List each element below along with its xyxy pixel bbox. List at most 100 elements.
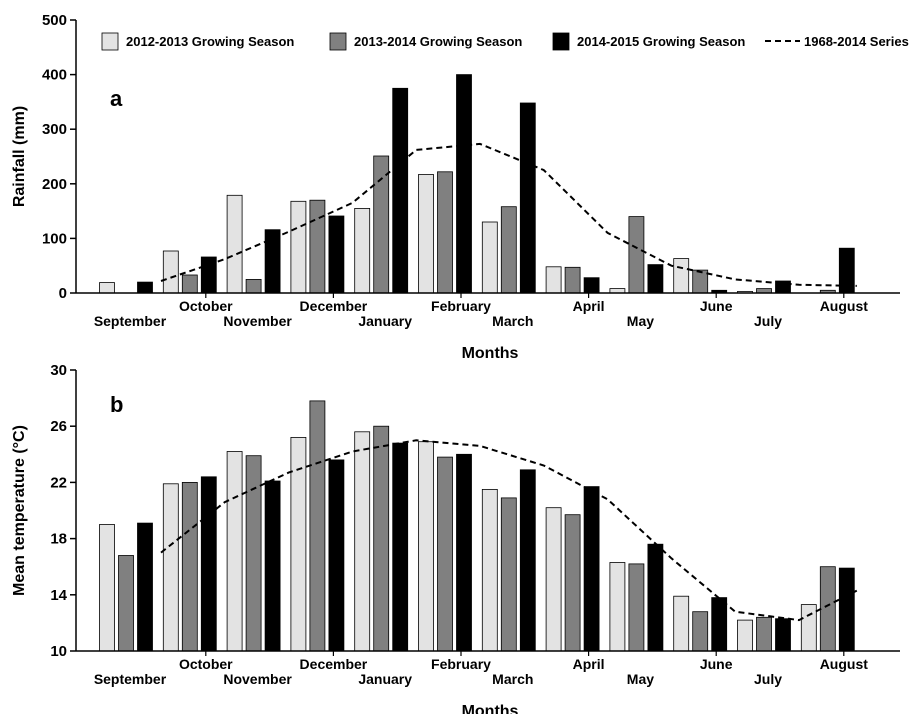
- bar-p1-s2-c1: [200, 476, 217, 652]
- bar-p0-s2-c1: [200, 256, 217, 294]
- y-tick-label-p1-3: 22: [50, 474, 67, 491]
- legend-swatch-0: [101, 32, 119, 51]
- bar-p1-s1-c3: [309, 400, 326, 652]
- bar-p1-s0-c0: [99, 524, 115, 652]
- bar-p0-s1-c3: [309, 199, 326, 294]
- bar-p1-s2-c5: [456, 453, 472, 652]
- bar-p0-s0-c0: [99, 282, 115, 294]
- month-label-p1-6: March: [492, 671, 533, 687]
- bar-p0-s2-c5: [456, 74, 472, 294]
- bar-p1-s1-c1: [181, 481, 198, 652]
- bar-p1-s2-c3: [328, 459, 345, 652]
- series-line-p0: [160, 142, 857, 287]
- bar-p1-s2-c2: [264, 480, 281, 652]
- bar-p0-s0-c9: [673, 258, 690, 294]
- bar-p1-s1-c4: [373, 425, 390, 652]
- bar-p1-s0-c6: [481, 488, 498, 652]
- bar-p1-s2-c4: [392, 442, 409, 652]
- month-label-p1-10: July: [754, 671, 782, 687]
- month-label-p0-0: September: [94, 313, 167, 329]
- bar-p1-s0-c5: [418, 441, 434, 652]
- bar-p1-s1-c0: [118, 555, 134, 652]
- bar-p1-s0-c8: [609, 562, 626, 652]
- panel-label-p0: a: [110, 86, 123, 111]
- bar-p0-s2-c0: [137, 281, 153, 294]
- month-label-p1-1: October: [179, 656, 233, 672]
- bar-p0-s1-c4: [373, 155, 390, 294]
- legend-label-1: 2013-2014 Growing Season: [354, 34, 522, 49]
- y-tick-label-p1-4: 26: [50, 418, 67, 435]
- bar-p1-s1-c8: [628, 563, 645, 652]
- month-label-p0-8: May: [627, 313, 654, 329]
- month-label-p1-8: May: [627, 671, 654, 687]
- month-label-p1-11: August: [820, 656, 869, 672]
- bar-p0-s2-c7: [583, 277, 600, 294]
- month-label-p1-3: December: [300, 656, 368, 672]
- x-axis-title-p1: Months: [462, 703, 519, 714]
- bar-p1-s0-c4: [354, 431, 371, 652]
- bar-p1-s0-c9: [673, 595, 690, 652]
- bar-p1-s2-c10: [775, 618, 791, 652]
- y-axis-title-p0: Rainfall (mm): [11, 106, 28, 207]
- bar-p1-s2-c0: [137, 522, 153, 652]
- y-axis-title-p1: Mean temperature (°C): [11, 425, 28, 596]
- bar-p0-s2-c4: [392, 87, 409, 294]
- month-label-p1-4: January: [358, 671, 412, 687]
- legend-label-line: 1968-2014 Series: [804, 34, 909, 49]
- y-tick-label-p0-2: 200: [42, 176, 67, 193]
- month-label-p1-0: September: [94, 671, 167, 687]
- month-label-p0-3: December: [300, 298, 368, 314]
- bar-p0-s1-c1: [181, 274, 198, 294]
- month-label-p0-6: March: [492, 313, 533, 329]
- bar-p0-s2-c6: [519, 102, 536, 294]
- bar-p1-s0-c11: [800, 604, 817, 652]
- bar-p1-s0-c7: [545, 507, 562, 652]
- month-label-p0-5: February: [431, 298, 491, 314]
- y-tick-label-p1-1: 14: [50, 587, 67, 604]
- month-label-p0-9: June: [700, 298, 733, 314]
- bar-p0-s1-c5: [437, 171, 453, 294]
- bar-p1-s2-c6: [519, 469, 536, 652]
- legend-label-2: 2014-2015 Growing Season: [577, 34, 745, 49]
- bar-p0-s2-c3: [328, 215, 345, 294]
- bar-p1-s1-c6: [500, 497, 517, 652]
- bar-p0-s0-c2: [226, 194, 243, 294]
- bar-p0-s0-c1: [162, 250, 179, 294]
- panel-label-p1: b: [110, 392, 123, 417]
- y-tick-label-p1-0: 10: [50, 643, 67, 660]
- month-label-p1-7: April: [573, 656, 605, 672]
- month-label-p0-10: July: [754, 313, 782, 329]
- bar-p1-s2-c9: [711, 597, 728, 652]
- bar-p1-s1-c10: [756, 616, 772, 652]
- bar-p0-s1-c8: [628, 216, 645, 294]
- bar-p1-s1-c5: [437, 456, 453, 652]
- bar-p0-s0-c5: [418, 174, 434, 294]
- y-tick-label-p0-5: 500: [42, 12, 67, 29]
- month-label-p0-2: November: [223, 313, 292, 329]
- series-line-p1: [160, 439, 858, 622]
- bar-p1-s0-c10: [737, 619, 753, 652]
- bar-p1-s2-c11: [838, 567, 855, 652]
- y-tick-label-p0-1: 100: [42, 230, 67, 247]
- bar-p1-s1-c11: [819, 566, 836, 652]
- bar-p0-s0-c7: [545, 266, 562, 294]
- legend-label-0: 2012-2013 Growing Season: [126, 34, 294, 49]
- y-tick-label-p0-3: 300: [42, 121, 67, 138]
- y-tick-label-p0-4: 400: [42, 67, 67, 84]
- bar-p0-s0-c3: [290, 200, 307, 294]
- month-label-p1-9: June: [700, 656, 733, 672]
- bar-p0-s0-c4: [354, 207, 371, 294]
- bar-p0-s2-c8: [647, 264, 664, 294]
- month-label-p0-1: October: [179, 298, 233, 314]
- legend-swatch-2: [552, 32, 570, 51]
- bar-p0-s1-c7: [564, 266, 581, 294]
- month-label-p1-2: November: [223, 671, 292, 687]
- x-axis-title-p0: Months: [462, 345, 519, 362]
- month-label-p0-4: January: [358, 313, 412, 329]
- y-tick-label-p1-2: 18: [50, 531, 67, 548]
- month-label-p0-7: April: [573, 298, 605, 314]
- legend-swatch-1: [329, 32, 347, 51]
- bar-p1-s1-c2: [245, 455, 262, 652]
- bar-p0-s0-c6: [481, 221, 498, 294]
- bar-p1-s0-c1: [162, 483, 179, 652]
